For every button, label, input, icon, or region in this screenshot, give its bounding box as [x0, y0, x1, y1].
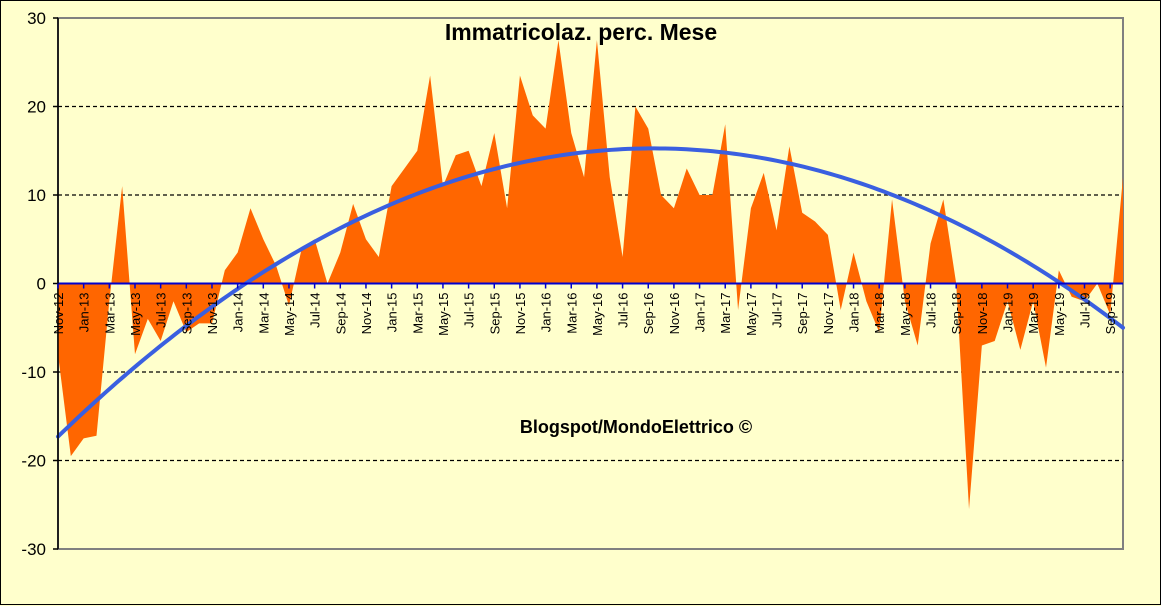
- x-tick-label: Nov-17: [821, 293, 836, 335]
- x-tick-label: Jan-13: [77, 293, 92, 333]
- x-tick-label: Mar-13: [102, 293, 117, 334]
- x-tick-label: Mar-14: [256, 293, 271, 334]
- x-tick-label: Jul-17: [770, 293, 785, 328]
- x-tick-label: Sep-16: [641, 293, 656, 335]
- x-tick-label: Mar-19: [1026, 293, 1041, 334]
- x-tick-label: Nov-12: [51, 293, 66, 335]
- x-tick-label: Jan-18: [847, 293, 862, 333]
- x-tick-label: Sep-13: [179, 293, 194, 335]
- x-tick-label: May-15: [436, 293, 451, 336]
- x-tick-label: Mar-17: [718, 293, 733, 334]
- x-tick-label: May-19: [1052, 293, 1067, 336]
- x-tick-label: Jan-16: [539, 293, 554, 333]
- x-tick-label: Jul-15: [462, 293, 477, 328]
- x-tick-label: Sep-17: [795, 293, 810, 335]
- y-tick-label: -10: [21, 363, 46, 382]
- x-tick-label: May-14: [282, 293, 297, 336]
- chart-annotation: Blogspot/MondoElettrico ©: [520, 417, 752, 437]
- y-tick-label: 20: [27, 98, 46, 117]
- x-tick-label: Mar-16: [564, 293, 579, 334]
- x-tick-label: Nov-13: [205, 293, 220, 335]
- x-tick-label: Nov-18: [975, 293, 990, 335]
- x-tick-label: Nov-16: [667, 293, 682, 335]
- x-tick-label: May-13: [128, 293, 143, 336]
- x-tick-label: Mar-15: [410, 293, 425, 334]
- x-tick-label: Jul-16: [616, 293, 631, 328]
- y-tick-label: -20: [21, 452, 46, 471]
- x-tick-label: Mar-18: [872, 293, 887, 334]
- y-tick-label: -30: [21, 540, 46, 559]
- area-series: [58, 40, 1123, 510]
- chart-title: Immatricolaz. perc. Mese: [445, 19, 717, 45]
- x-tick-label: Nov-15: [513, 293, 528, 335]
- y-tick-label: 10: [27, 186, 46, 205]
- x-tick-label: May-18: [898, 293, 913, 336]
- x-tick-label: Jan-17: [693, 293, 708, 333]
- x-tick-label: Nov-14: [359, 293, 374, 335]
- trend-line: [56, 146, 1125, 439]
- y-tick-label: 30: [27, 9, 46, 28]
- x-tick-label: May-17: [744, 293, 759, 336]
- x-tick-label: Sep-15: [487, 293, 502, 335]
- y-tick-label: 0: [37, 275, 46, 294]
- x-tick-label: Jan-14: [231, 293, 246, 333]
- x-tick-label: Jul-13: [154, 293, 169, 328]
- x-tick-label: Sep-19: [1103, 293, 1118, 335]
- x-tick-label: Sep-14: [333, 293, 348, 335]
- x-tick-label: May-16: [590, 293, 605, 336]
- x-tick-label: Jul-18: [924, 293, 939, 328]
- x-tick-label: Jul-14: [308, 293, 323, 328]
- x-tick-label: Jan-15: [385, 293, 400, 333]
- x-tick-label: Sep-18: [949, 293, 964, 335]
- x-tick-label: Jul-19: [1078, 293, 1093, 328]
- x-tick-label: Jan-19: [1001, 293, 1016, 333]
